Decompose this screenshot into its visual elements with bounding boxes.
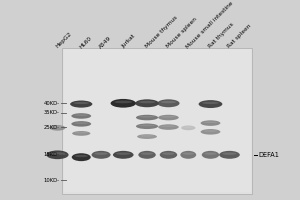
Ellipse shape [140, 135, 154, 137]
Ellipse shape [113, 151, 134, 159]
Ellipse shape [136, 123, 158, 129]
Ellipse shape [111, 99, 136, 108]
Text: 35KD-: 35KD- [44, 110, 60, 115]
Ellipse shape [181, 125, 195, 130]
Text: Jurkat: Jurkat [121, 34, 136, 49]
Ellipse shape [139, 116, 155, 118]
Ellipse shape [183, 152, 194, 155]
Text: HL60: HL60 [79, 35, 93, 49]
Ellipse shape [160, 151, 177, 159]
Ellipse shape [141, 152, 153, 155]
Ellipse shape [46, 150, 69, 159]
Ellipse shape [162, 152, 175, 155]
Ellipse shape [161, 125, 176, 127]
Text: 40KD-: 40KD- [44, 101, 60, 106]
Text: Mouse small intestine: Mouse small intestine [185, 0, 235, 49]
Ellipse shape [137, 134, 157, 139]
Text: Mouse spleen: Mouse spleen [166, 17, 198, 49]
Ellipse shape [202, 151, 219, 159]
Bar [64, 49, 251, 192]
Ellipse shape [139, 101, 155, 103]
Ellipse shape [72, 153, 91, 161]
Bar [62, 48, 253, 194]
Ellipse shape [201, 129, 220, 135]
Ellipse shape [204, 152, 217, 155]
Ellipse shape [158, 124, 179, 130]
Ellipse shape [92, 151, 111, 159]
Text: A549: A549 [98, 35, 112, 49]
Ellipse shape [183, 126, 193, 128]
Ellipse shape [116, 152, 130, 155]
Ellipse shape [50, 125, 65, 131]
Ellipse shape [135, 99, 159, 107]
Ellipse shape [75, 155, 88, 157]
Ellipse shape [161, 116, 176, 118]
Ellipse shape [50, 152, 65, 155]
Ellipse shape [199, 100, 222, 108]
Ellipse shape [74, 114, 88, 116]
Ellipse shape [202, 102, 219, 104]
Text: HepG2: HepG2 [55, 31, 73, 49]
Text: 25KD-: 25KD- [44, 125, 60, 130]
Ellipse shape [201, 120, 220, 126]
Ellipse shape [180, 151, 196, 159]
Text: 15KD-: 15KD- [44, 152, 60, 157]
Ellipse shape [75, 132, 88, 133]
Ellipse shape [52, 126, 63, 128]
Ellipse shape [203, 130, 218, 132]
Text: 10KD-: 10KD- [44, 178, 60, 183]
Text: Rat spleen: Rat spleen [227, 24, 253, 49]
Ellipse shape [74, 102, 89, 104]
Ellipse shape [136, 115, 158, 120]
Text: Rat thymus: Rat thymus [208, 22, 235, 49]
Text: DEFA1: DEFA1 [258, 152, 279, 158]
Text: Mouse thymus: Mouse thymus [144, 15, 178, 49]
Ellipse shape [72, 131, 90, 136]
Ellipse shape [71, 113, 91, 119]
Ellipse shape [71, 121, 91, 127]
Ellipse shape [74, 122, 88, 124]
Ellipse shape [114, 101, 132, 103]
Ellipse shape [138, 151, 156, 159]
Ellipse shape [203, 121, 218, 123]
Ellipse shape [94, 152, 108, 155]
Ellipse shape [219, 151, 240, 159]
Ellipse shape [158, 99, 180, 107]
Ellipse shape [222, 152, 237, 155]
Ellipse shape [161, 101, 176, 103]
Ellipse shape [139, 125, 155, 126]
Ellipse shape [158, 115, 179, 120]
Ellipse shape [70, 101, 92, 108]
